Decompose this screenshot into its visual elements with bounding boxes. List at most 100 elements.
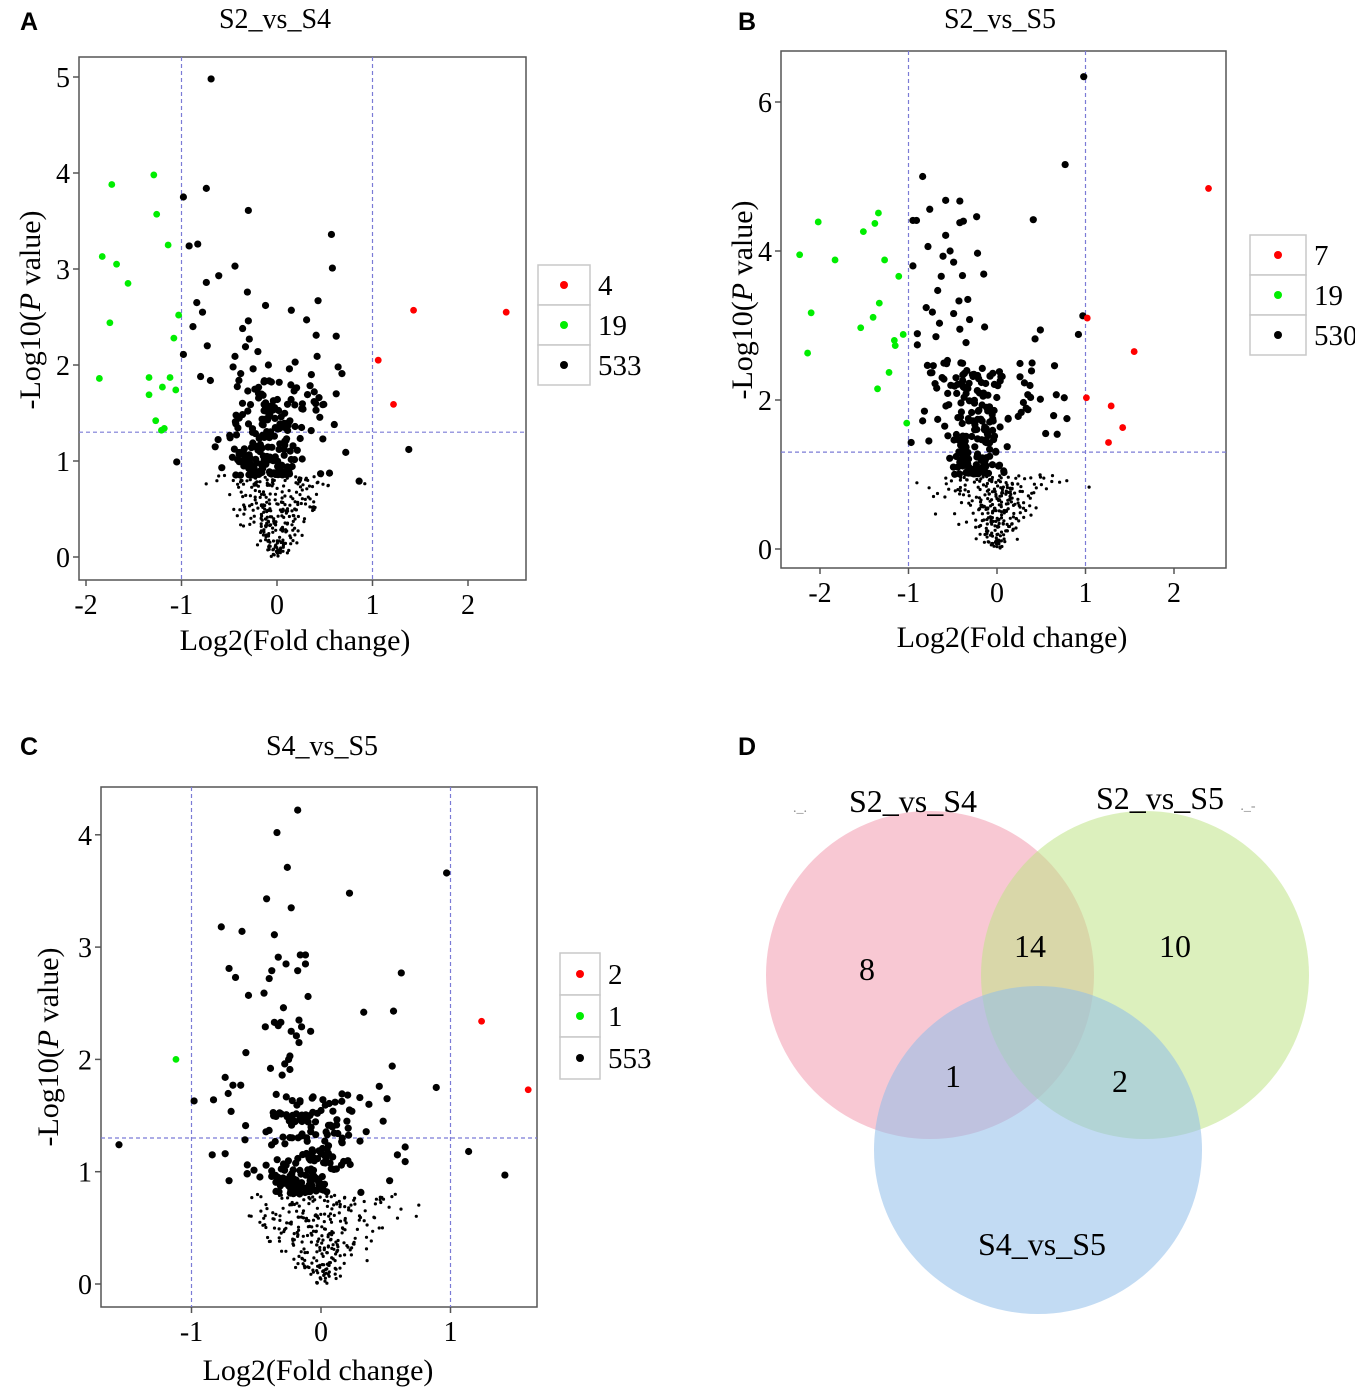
data-point-ns [250,502,254,507]
data-point-ns [343,1228,347,1232]
data-point-ns [1008,516,1012,520]
data-point-ns [202,184,210,192]
data-point-ns [316,413,324,421]
data-point-ns [992,448,1000,456]
data-point-ns [274,425,282,433]
data-point-ns [242,1122,250,1130]
data-point-ns [343,1216,347,1221]
data-point-ns [285,365,294,373]
panel-letter: C [20,733,38,761]
data-point-down [881,256,889,264]
data-point-ns [1036,395,1044,403]
data-point-ns [252,514,256,518]
data-point-ns [959,377,967,385]
data-point-ns [263,507,267,511]
data-point-ns [272,547,276,551]
data-point-ns [1017,504,1021,508]
data-point-ns [953,489,957,493]
data-point-ns [330,1256,334,1260]
data-point-ns [258,468,266,477]
data-point-ns [297,1023,306,1031]
data-point-down [158,426,165,434]
data-point-ns [329,1220,334,1224]
data-point-ns [994,494,998,498]
data-point-ns [972,480,977,484]
data-point-ns [329,1107,337,1115]
data-point-ns [1022,515,1026,520]
data-point-ns [939,252,947,260]
data-point-ns [998,494,1002,498]
data-point-ns [308,1146,316,1154]
data-point-ns [222,473,227,478]
data-point-ns [317,1264,321,1268]
data-point-ns [281,1206,285,1210]
data-point-ns [414,1214,418,1218]
data-point-ns [999,500,1004,504]
data-point-ns [363,482,367,486]
data-point-ns [1006,502,1010,506]
data-point-ns [975,477,979,482]
data-point-ns [321,482,325,486]
data-point-ns [304,476,308,480]
data-point-ns [325,1251,329,1255]
legend: 7 19 530 [1249,234,1355,356]
data-point-ns [982,518,986,522]
data-point-ns [297,1215,301,1219]
data-point-ns [252,455,260,463]
x-tick-label: 1 [1079,578,1093,609]
data-point-ns [300,1256,304,1260]
data-point-ns [286,1176,294,1184]
data-point-ns [286,1052,294,1060]
data-point-ns [241,495,245,499]
data-point-ns [291,422,299,431]
data-point-ns [288,503,292,507]
data-point-ns [1009,500,1014,504]
data-point-down [875,299,883,307]
data-point-ns [305,1250,309,1255]
data-point-ns [311,1218,316,1222]
legend-label: 1 [608,1001,623,1033]
data-point-ns [267,498,271,502]
y-tick-label: 1 [78,1158,92,1189]
data-point-ns [1010,487,1014,491]
data-point-ns [303,1187,311,1195]
data-point-ns [293,500,297,504]
data-point-ns [269,554,273,559]
data-point-ns [386,1177,394,1185]
data-point-ns [969,417,977,425]
data-point-up [1107,402,1115,410]
data-point-ns [266,548,270,552]
data-point-ns [306,1111,314,1120]
data-point-ns [985,531,989,536]
data-point-ns [294,1154,302,1163]
data-point-down [172,386,180,394]
data-point-ns [978,436,986,444]
data-point-ns [294,508,298,512]
data-point-ns [296,1193,300,1197]
data-point-ns [974,525,978,529]
data-point-ns [986,511,990,515]
data-point-ns [334,1267,338,1271]
data-point-ns [971,426,979,434]
data-point-ns [259,522,263,526]
data-point-ns [358,1215,363,1220]
data-point-ns [268,492,272,496]
data-point-ns [1004,415,1012,423]
data-point-ns [286,509,290,513]
data-point-ns [985,535,989,539]
data-point-ns [179,193,188,201]
data-point-ns [319,435,327,443]
data-point-ns [277,1236,281,1240]
data-point-ns [312,475,316,479]
data-point-ns [1024,406,1032,414]
data-point-ns [956,488,960,492]
data-point-ns [299,1151,307,1159]
data-point-ns [929,362,937,370]
data-point-ns [232,411,240,419]
data-point-ns [264,1203,268,1207]
data-point-ns [967,501,971,505]
data-point-ns [979,498,983,502]
data-point-ns [1042,476,1046,480]
data-point-ns [270,432,278,440]
data-point-ns [1014,412,1022,420]
